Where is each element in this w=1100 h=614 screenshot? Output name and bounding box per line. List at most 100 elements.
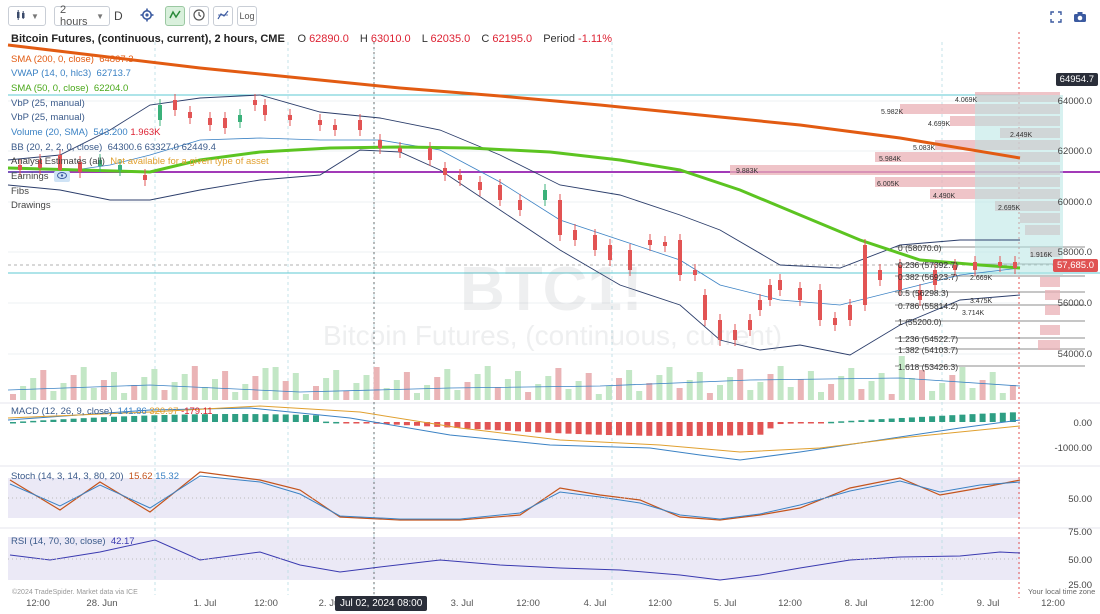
fib-label: 0.786 (55814.2) (898, 301, 959, 311)
eye-icon[interactable] (54, 171, 71, 182)
macd-histogram-bar (535, 422, 542, 433)
volume-bar (515, 371, 521, 400)
compare-button[interactable] (213, 6, 233, 26)
open-value: 62890.0 (309, 33, 349, 45)
compare-lines-icon (217, 9, 229, 24)
volume-bar (1009, 385, 1016, 400)
candle-body (78, 162, 82, 172)
time-tick: 9. Jul (976, 598, 1000, 609)
chart-type-button[interactable]: ▼ (8, 6, 46, 26)
legend-bb[interactable]: BB (20, 2, 2, 0, close) 64300.6 63327.0 … (11, 142, 216, 153)
macd-histogram-bar (474, 422, 481, 430)
macd-histogram-bar (959, 414, 966, 422)
candle-body (158, 105, 162, 120)
candle-body (443, 168, 447, 175)
legend-drawings[interactable]: Drawings (11, 200, 51, 211)
macd-histogram-bar (989, 413, 996, 422)
legend-vbp-2[interactable]: VbP (25, manual) (11, 112, 85, 123)
candle-body (18, 165, 22, 170)
macd-histogram-bar (30, 420, 37, 423)
log-scale-button[interactable]: Log (237, 6, 257, 26)
volume-bar (747, 390, 754, 400)
macd-histogram-bar (383, 422, 390, 425)
candle-body (458, 175, 462, 180)
macd-histogram-bar (353, 422, 360, 424)
volume-bar (858, 389, 865, 400)
chart-toolbar: ▼ 2 hours ▼ D Log (0, 0, 1100, 32)
candle-body (358, 120, 362, 130)
legend-volume[interactable]: Volume (20, SMA) 543.200 1.963K (11, 127, 161, 138)
macd-tick: 0.00 (1073, 418, 1093, 429)
volume-bar (949, 375, 956, 400)
timezone-label[interactable]: Your local time zone (1028, 587, 1096, 596)
volume-bar (282, 381, 289, 400)
time-tick: 12:00 (648, 598, 672, 609)
volume-bar (605, 386, 612, 400)
vbp-label: 5.083K (913, 145, 936, 152)
fullscreen-icon[interactable] (1050, 10, 1064, 23)
macd-histogram-bar (656, 422, 663, 436)
interval-select[interactable]: 2 hours ▼ (54, 4, 110, 28)
legend-vwap[interactable]: VWAP (14, 0, hlc3) 62713.7 (11, 68, 131, 79)
camera-icon[interactable] (1073, 10, 1087, 22)
vbp-bar (1045, 290, 1060, 300)
candle-body (318, 120, 322, 125)
macd-histogram-bar (181, 414, 188, 422)
legend-fibs[interactable]: Fibs (11, 186, 29, 197)
macd-histogram-bar (646, 422, 653, 436)
stoch-d-line (9, 475, 1021, 520)
gear-icon (140, 8, 154, 25)
volume-bar (807, 371, 814, 400)
crosshair-time-badge: Jul 02, 2024 08:00 (335, 596, 428, 611)
price-tick: 58000.0 (1057, 247, 1092, 258)
legend-sma50[interactable]: SMA (50, 0, close) 62204.0 (11, 83, 129, 94)
candle-body (718, 320, 722, 340)
volume-bar (565, 389, 572, 400)
candle-body (953, 265, 957, 270)
macd-histogram-bar (494, 422, 501, 431)
rsi-line (9, 539, 1021, 581)
volume-bar (292, 373, 299, 400)
time-tick: 5. Jul (713, 598, 737, 609)
candle-body (378, 140, 382, 148)
indicators-button[interactable] (165, 6, 185, 26)
candle-body (798, 288, 802, 300)
vbp-label: 5.984K (879, 156, 902, 163)
legend-analyst[interactable]: Analyst Estimates (all) Not available fo… (11, 156, 269, 167)
settings-button[interactable] (137, 6, 157, 26)
rsi-tick: 75.00 (1068, 527, 1092, 538)
macd-histogram-bar (333, 421, 340, 424)
copyright-text: ©2024 TradeSpider. Market data via ICE (12, 589, 138, 596)
candle-body (223, 118, 227, 128)
macd-histogram-bar (161, 414, 168, 422)
candle-body (558, 200, 562, 235)
legend-macd[interactable]: MACD (12, 26, 9, close) 141.86 320.97 -1… (11, 406, 213, 417)
volume-bar (828, 384, 835, 400)
macd-histogram-bar (717, 422, 723, 436)
volume-bar (888, 394, 895, 400)
legend-earnings[interactable]: Earnings (11, 171, 71, 182)
legend-sma200[interactable]: SMA (200, 0, close) 64867.3 (11, 54, 134, 65)
price-tick: 60000.0 (1057, 197, 1092, 208)
volume-bar (656, 375, 663, 400)
fib-label: 0.236 (57392.7) (898, 260, 959, 270)
macd-histogram-bar (403, 422, 410, 426)
legend-rsi[interactable]: RSI (14, 70, 30, close) 42.17 (11, 536, 135, 547)
legend-vbp-1[interactable]: VbP (25, manual) (11, 98, 85, 109)
volume-bar (727, 377, 734, 400)
scale-letter[interactable]: D (114, 9, 123, 23)
candle-body (498, 185, 502, 200)
volume-bar (757, 382, 764, 400)
replay-button[interactable] (189, 6, 209, 26)
legend-stoch[interactable]: Stoch (14, 3, 14, 3, 80, 20) 15.62 15.32 (11, 471, 179, 482)
volume-bar (20, 386, 27, 400)
vbp-value-area (975, 95, 1063, 275)
vbp-bar (1040, 277, 1060, 287)
candle-body (173, 100, 177, 110)
candle-body (253, 100, 257, 105)
interval-label: 2 hours (60, 4, 88, 28)
volume-bar (40, 370, 47, 400)
candle-body (898, 265, 902, 290)
chart-canvas[interactable] (0, 32, 1100, 614)
macd-histogram-bar (151, 415, 158, 422)
